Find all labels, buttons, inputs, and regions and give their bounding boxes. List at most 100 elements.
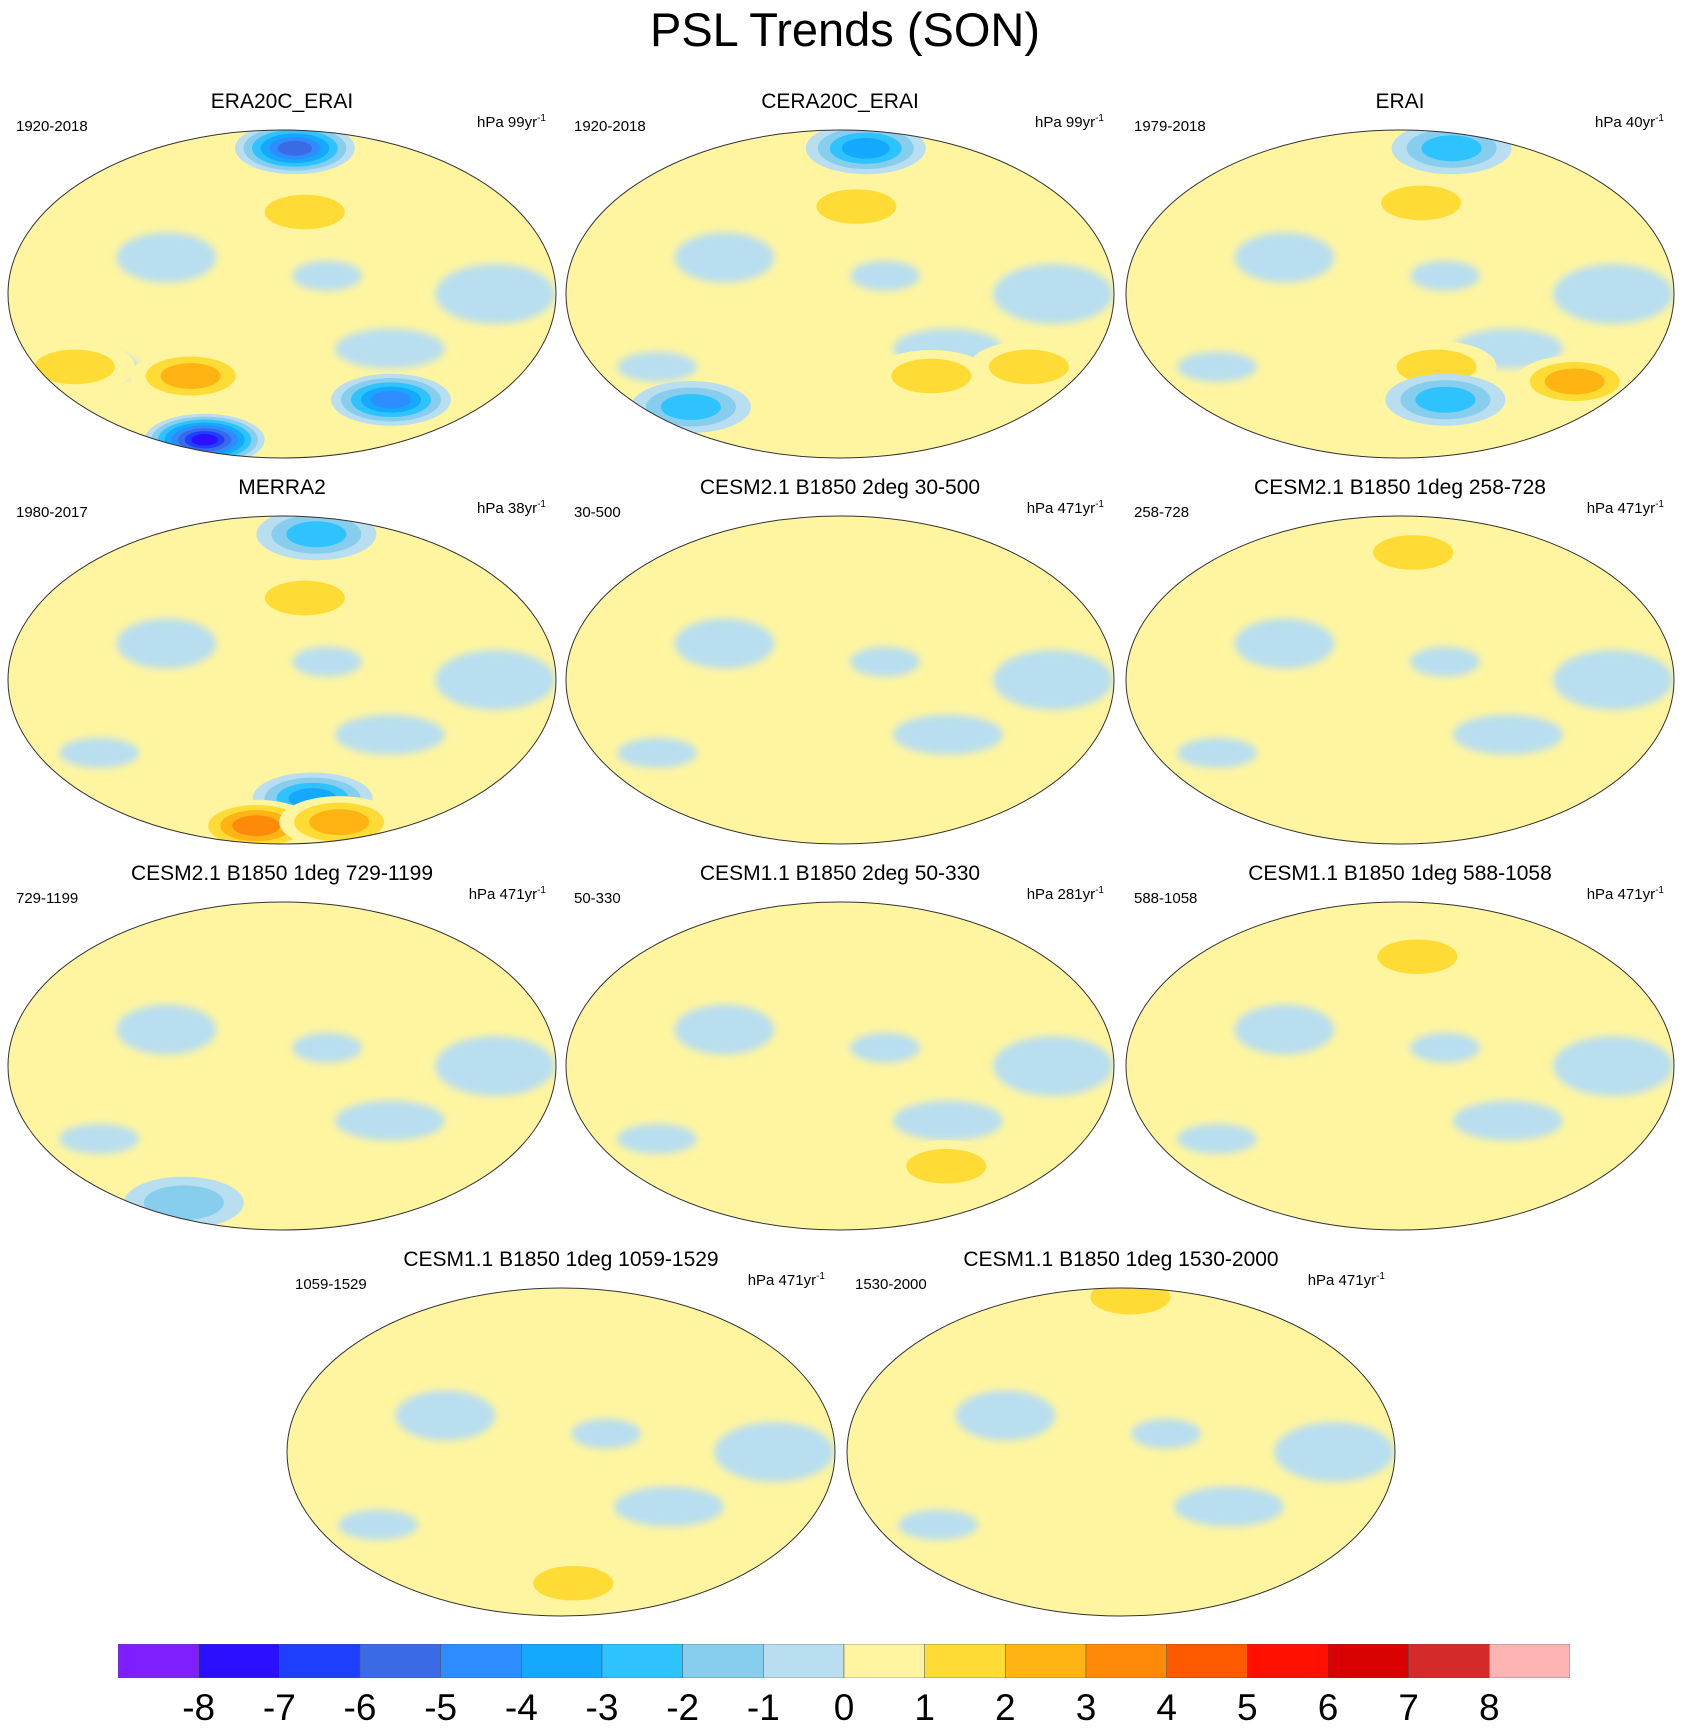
map-outline bbox=[1125, 129, 1675, 459]
panel-period: 30-500 bbox=[574, 504, 621, 521]
panel-period: 588-1058 bbox=[1134, 890, 1198, 907]
panel-period: 258-728 bbox=[1134, 504, 1190, 521]
colorbar-tick-label: 2 bbox=[995, 1687, 1016, 1728]
map-svg bbox=[7, 901, 557, 1231]
panel-period: 1920-2018 bbox=[574, 118, 646, 135]
field-patch bbox=[334, 714, 445, 755]
colorbar-tick-label: -8 bbox=[182, 1687, 216, 1728]
map-panel: CESM1.1 B1850 1deg 1059-1529 1059-1529 hPa… bbox=[285, 1248, 837, 1618]
map-outline bbox=[846, 1287, 1396, 1617]
colorbar-tick-label: 0 bbox=[833, 1687, 855, 1728]
field-patch bbox=[1234, 618, 1335, 669]
panel-period: 1530-2000 bbox=[855, 1276, 927, 1293]
trend-contour bbox=[1415, 386, 1476, 413]
field-patch bbox=[1452, 714, 1563, 755]
field-patch bbox=[59, 1123, 140, 1154]
map-panel: MERRA2 1980-2017 hPa 38yr-1 bbox=[6, 476, 558, 846]
field-patch bbox=[571, 1418, 642, 1449]
field-patch bbox=[1274, 1422, 1395, 1482]
trend-contour bbox=[1377, 939, 1458, 974]
field-patch bbox=[617, 351, 698, 382]
panel-units: hPa 471yr-1 bbox=[468, 885, 546, 903]
panel-title: CESM1.1 B1850 2deg 50-330 bbox=[699, 862, 981, 885]
colorbar-tick-label: -4 bbox=[504, 1687, 538, 1728]
field-patch bbox=[674, 232, 775, 283]
map-svg bbox=[1125, 129, 1675, 459]
trend-contour bbox=[533, 1565, 614, 1601]
trend-contour bbox=[309, 809, 370, 836]
trend-contour bbox=[660, 393, 721, 420]
map-panel: ERAI 1979-2018 hPa 40yr-1 bbox=[1124, 90, 1676, 460]
field-patch bbox=[1553, 1036, 1674, 1096]
colorbar-tick-label: 4 bbox=[1156, 1687, 1177, 1728]
trend-contour bbox=[988, 349, 1069, 385]
field-patch bbox=[674, 1004, 775, 1055]
field-patch bbox=[1177, 737, 1258, 768]
panel-period: 729-1199 bbox=[16, 890, 79, 907]
panel-title: CERA20C_ERAI bbox=[761, 90, 919, 113]
field-patch bbox=[1177, 1123, 1258, 1154]
field-patch bbox=[993, 650, 1114, 710]
trend-contour bbox=[566, 654, 626, 706]
colorbar-box bbox=[118, 1644, 199, 1678]
panel-period: 50-330 bbox=[574, 890, 621, 907]
panel-units: hPa 99yr-1 bbox=[1035, 113, 1104, 131]
field-patch bbox=[292, 646, 363, 677]
trend-contour bbox=[1421, 135, 1482, 162]
map-outline bbox=[565, 129, 1115, 459]
field-patch bbox=[850, 1032, 921, 1063]
panel-title: CESM1.1 B1850 1deg 1530-2000 bbox=[963, 1248, 1279, 1271]
colorbar-tick-label: -3 bbox=[585, 1687, 619, 1728]
field-patch bbox=[1452, 1100, 1563, 1141]
field-patch bbox=[395, 1390, 496, 1441]
trend-contour bbox=[286, 521, 347, 548]
field-patch bbox=[435, 264, 556, 324]
panel-title: MERRA2 bbox=[238, 476, 326, 499]
field-patch bbox=[1234, 1004, 1335, 1055]
colorbar-box bbox=[359, 1644, 441, 1678]
colorbar-tick-label: -2 bbox=[666, 1687, 700, 1728]
colorbar-box bbox=[198, 1644, 280, 1678]
trend-contour bbox=[232, 815, 281, 837]
map-outline bbox=[7, 901, 557, 1231]
field-patch bbox=[714, 1422, 835, 1482]
colorbar-box bbox=[1166, 1644, 1248, 1678]
field-patch bbox=[613, 1486, 724, 1527]
panel-period: 1059-1529 bbox=[295, 1276, 367, 1293]
panel-units: hPa 281yr-1 bbox=[1026, 885, 1104, 903]
panel-title: CESM1.1 B1850 1deg 588-1058 bbox=[1248, 862, 1552, 885]
map-svg bbox=[1125, 901, 1675, 1231]
field-patch bbox=[617, 737, 698, 768]
colorbar-tick-label: 6 bbox=[1317, 1687, 1339, 1728]
field-patch bbox=[1410, 646, 1481, 677]
map-svg bbox=[7, 515, 557, 845]
colorbar-tick-label: 1 bbox=[914, 1687, 935, 1728]
field-patch bbox=[116, 1004, 217, 1055]
trend-contour bbox=[191, 434, 218, 446]
colorbar-tick-label: -5 bbox=[424, 1687, 458, 1728]
field-patch bbox=[993, 1036, 1114, 1096]
colorbar bbox=[118, 1644, 1570, 1678]
colorbar-box bbox=[924, 1644, 1006, 1678]
trend-contour bbox=[264, 580, 345, 616]
colorbar-box bbox=[601, 1644, 683, 1678]
map-svg bbox=[7, 129, 557, 459]
panel-title: CESM2.1 B1850 1deg 258-728 bbox=[1254, 476, 1546, 499]
panel-title: CESM1.1 B1850 1deg 1059-1529 bbox=[403, 1248, 719, 1271]
field-patch bbox=[955, 1390, 1056, 1441]
map-svg bbox=[846, 1287, 1396, 1617]
colorbar-tick-label: -1 bbox=[746, 1687, 780, 1728]
map-panel: CESM2.1 B1850 2deg 30-500 30-500 hPa 471yr… bbox=[564, 476, 1116, 846]
trend-contour bbox=[1544, 368, 1605, 395]
field-patch bbox=[1553, 264, 1674, 324]
map-panel: CESM1.1 B1850 1deg 588-1058 588-1058 hPa 4… bbox=[1124, 862, 1676, 1232]
colorbar-tick-label: 5 bbox=[1237, 1687, 1258, 1728]
panel-units: hPa 471yr-1 bbox=[1026, 499, 1104, 517]
field-patch bbox=[1173, 1486, 1284, 1527]
trend-contour bbox=[816, 189, 897, 224]
map-svg bbox=[565, 901, 1115, 1231]
map-panel: CERA20C_ERAI 1920-2018 hPa 99yr-1 bbox=[564, 90, 1116, 460]
panel-units: hPa 471yr-1 bbox=[1586, 499, 1664, 517]
field-patch bbox=[1553, 650, 1674, 710]
colorbar-box bbox=[1489, 1644, 1570, 1678]
